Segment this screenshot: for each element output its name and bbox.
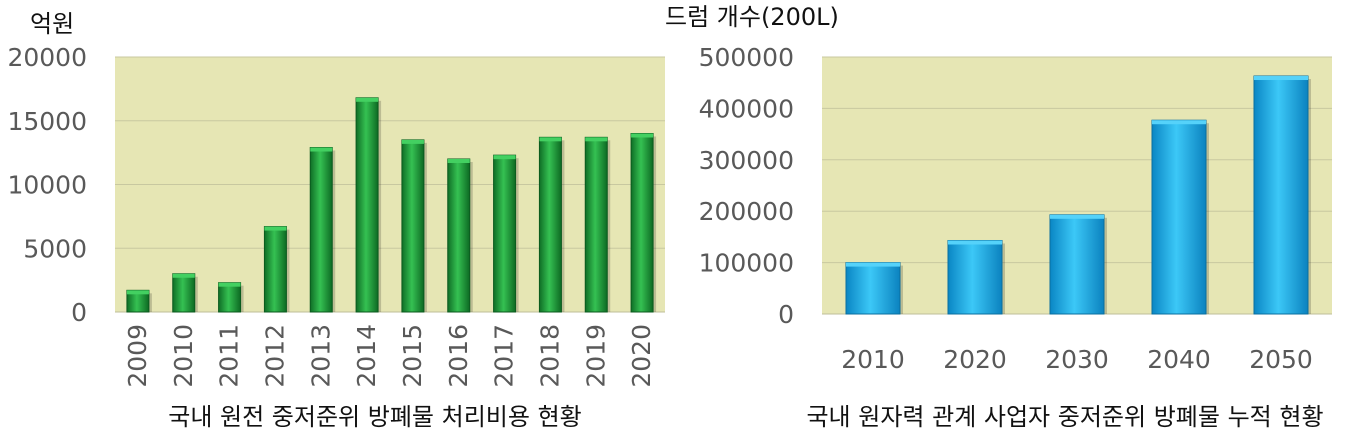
left-unit-label: 억원 bbox=[30, 10, 74, 38]
bar bbox=[447, 158, 471, 313]
left-x-axis: 2009 2010 2011 2012 2013 2014 2015 2016 2017 2018… bbox=[123, 324, 656, 388]
bar-top bbox=[218, 282, 241, 287]
bar-top bbox=[631, 133, 654, 138]
right-y-axis: 0 100000 200000 300000 400000 500000 bbox=[699, 43, 794, 329]
bar bbox=[947, 239, 1003, 315]
bar-top bbox=[126, 290, 149, 295]
right-unit-label: 드럼 개수(200L) bbox=[665, 3, 839, 31]
bar bbox=[401, 139, 425, 313]
bar bbox=[584, 136, 608, 313]
y-tick-label: 20000 bbox=[7, 43, 87, 72]
bar bbox=[1151, 119, 1207, 315]
right-chart: 드럼 개수(200L) 0 100000 200000 300000 400000 500… bbox=[665, 3, 1332, 431]
bar bbox=[493, 154, 517, 313]
x-tick-label: 2012 bbox=[260, 324, 289, 388]
left-bars bbox=[126, 97, 657, 313]
y-tick-label: 0 bbox=[778, 300, 794, 329]
y-tick-label: 200000 bbox=[699, 197, 794, 226]
bar bbox=[1253, 75, 1309, 315]
right-bars bbox=[845, 75, 1311, 315]
right-chart-title: 국내 원자력 관계 사업자 중저준위 방폐물 누적 현황 bbox=[806, 403, 1323, 431]
bar-top bbox=[539, 137, 562, 142]
bar bbox=[263, 226, 287, 313]
bar-top bbox=[1152, 120, 1206, 125]
x-tick-label: 2030 bbox=[1045, 345, 1109, 374]
bar-top bbox=[493, 155, 516, 160]
left-y-axis: 0 5000 10000 15000 20000 bbox=[7, 43, 87, 327]
bar-top bbox=[264, 226, 287, 231]
bar bbox=[845, 262, 901, 315]
y-tick-label: 400000 bbox=[699, 94, 794, 123]
y-tick-label: 0 bbox=[71, 298, 87, 327]
x-tick-label: 2019 bbox=[581, 324, 610, 388]
y-tick-label: 500000 bbox=[699, 43, 794, 72]
bar-top bbox=[585, 137, 608, 142]
bar-top bbox=[1254, 76, 1308, 81]
x-tick-label: 2017 bbox=[490, 324, 519, 388]
bar bbox=[1049, 214, 1105, 315]
x-tick-label: 2014 bbox=[352, 324, 381, 388]
bar-top bbox=[1050, 214, 1104, 219]
y-tick-label: 10000 bbox=[7, 171, 87, 200]
x-tick-label: 2020 bbox=[627, 324, 656, 388]
bar bbox=[355, 97, 379, 313]
bar-top bbox=[310, 147, 333, 152]
x-tick-label: 2013 bbox=[306, 324, 335, 388]
bar-top bbox=[172, 273, 195, 278]
y-tick-label: 100000 bbox=[699, 249, 794, 278]
x-tick-label: 2040 bbox=[1147, 345, 1211, 374]
x-tick-label: 2016 bbox=[444, 324, 473, 388]
bar-top bbox=[447, 159, 470, 163]
x-tick-label: 2009 bbox=[123, 324, 152, 388]
bar-top bbox=[948, 240, 1002, 245]
bar-top bbox=[846, 262, 900, 267]
left-chart: 억원 0 5000 10000 15000 20000 2009 2010 2011 2012… bbox=[7, 10, 665, 431]
bar bbox=[538, 136, 562, 313]
y-tick-label: 300000 bbox=[699, 146, 794, 175]
x-tick-label: 2020 bbox=[943, 345, 1007, 374]
left-chart-title: 국내 원전 중저준위 방폐물 처리비용 현황 bbox=[168, 403, 582, 431]
y-tick-label: 5000 bbox=[23, 234, 87, 263]
x-tick-label: 2010 bbox=[169, 324, 198, 388]
y-tick-label: 15000 bbox=[7, 107, 87, 136]
bar bbox=[309, 147, 333, 313]
x-tick-label: 2018 bbox=[535, 324, 564, 388]
x-tick-label: 2010 bbox=[841, 345, 905, 374]
x-tick-label: 2011 bbox=[215, 324, 244, 388]
left-gridlines bbox=[115, 56, 665, 313]
bar bbox=[218, 282, 242, 313]
bar-top bbox=[356, 97, 379, 102]
bar bbox=[172, 273, 196, 313]
bar bbox=[630, 133, 654, 313]
x-tick-label: 2015 bbox=[398, 324, 427, 388]
bar-top bbox=[401, 139, 424, 144]
right-x-axis: 2010 2020 2030 2040 2050 bbox=[841, 345, 1313, 374]
x-tick-label: 2050 bbox=[1249, 345, 1313, 374]
